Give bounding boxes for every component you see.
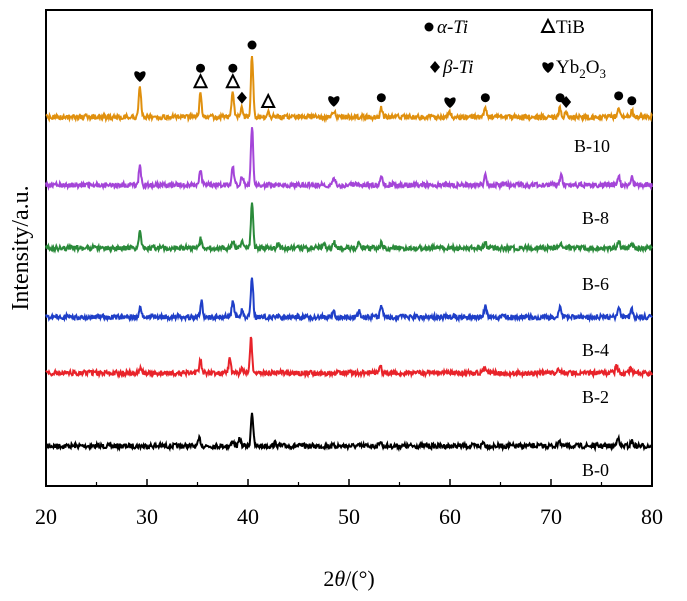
legend-label-alpha-ti: α-Ti xyxy=(437,17,468,38)
phase-marker-triangle-icon xyxy=(192,72,209,89)
series-label-b10: B-10 xyxy=(574,136,610,156)
x-tick-label: 30 xyxy=(136,504,158,529)
x-axis-label: 2θ/(°) xyxy=(323,566,374,591)
series-label-b6: B-6 xyxy=(582,274,609,294)
phase-marker-diamond-icon xyxy=(236,91,247,104)
legend-circle-icon xyxy=(424,22,434,32)
series-label-b4: B-4 xyxy=(582,340,609,360)
series-layer xyxy=(45,55,653,453)
legend-triangle-icon xyxy=(540,17,556,33)
legend: α-Ti TiB β-Ti Yb2O3 xyxy=(424,17,606,81)
series-line-b-8 xyxy=(45,127,653,192)
x-tick-label: 80 xyxy=(641,504,663,529)
phase-marker-triangle-icon xyxy=(225,72,241,89)
legend-label-yb2o3: Yb2O3 xyxy=(556,57,606,81)
series-line-b-6 xyxy=(45,202,653,255)
phase-marker-heart-icon xyxy=(134,71,146,82)
series-line-b-0 xyxy=(45,412,653,453)
x-tick-label: 20 xyxy=(35,504,57,529)
series-line-b-10 xyxy=(45,55,653,124)
x-tick-label: 70 xyxy=(540,504,562,529)
phase-marker-heart-icon xyxy=(444,97,456,109)
series-line-b-2 xyxy=(45,336,653,380)
phase-marker-circle-icon xyxy=(614,91,624,101)
phase-marker-heart-icon xyxy=(328,96,340,107)
phase-marker-circle-icon xyxy=(228,63,238,73)
series-line-b-4 xyxy=(45,277,653,324)
x-tick-label: 40 xyxy=(237,504,259,529)
phase-markers xyxy=(134,40,637,109)
series-label-b2: B-2 xyxy=(582,387,609,407)
phase-marker-circle-icon xyxy=(555,93,565,103)
phase-marker-triangle-icon xyxy=(260,92,276,109)
y-axis-label: Intensity/a.u. xyxy=(8,185,34,310)
legend-heart-icon xyxy=(542,62,554,73)
phase-marker-circle-icon xyxy=(627,96,637,106)
phase-marker-circle-icon xyxy=(196,63,206,73)
legend-label-tib: TiB xyxy=(556,17,585,38)
series-label-b0: B-0 xyxy=(582,460,609,480)
x-tick-label: 50 xyxy=(338,504,360,529)
series-label-b8: B-8 xyxy=(582,208,609,228)
phase-marker-diamond-icon xyxy=(561,96,572,109)
x-tick-label: 60 xyxy=(439,504,461,529)
phase-marker-circle-icon xyxy=(376,93,386,103)
phase-marker-circle-icon xyxy=(247,40,257,50)
x-axis-ticks: 20 30 40 50 60 70 80 xyxy=(35,479,663,529)
phase-marker-circle-icon xyxy=(480,93,490,103)
legend-diamond-icon xyxy=(430,61,440,73)
legend-label-beta-ti: β-Ti xyxy=(442,57,474,78)
series-labels: B-10 B-8 B-6 B-4 B-2 B-0 xyxy=(574,136,610,480)
legend-symbols xyxy=(424,17,556,73)
